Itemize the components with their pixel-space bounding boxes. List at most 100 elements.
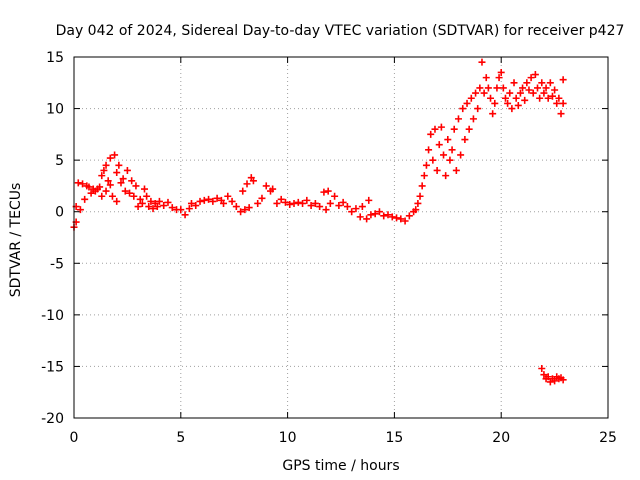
- data-point: [290, 199, 298, 207]
- data-point: [442, 172, 450, 180]
- data-point: [401, 217, 409, 225]
- data-point: [416, 192, 424, 200]
- data-point: [487, 94, 495, 102]
- data-point: [134, 203, 142, 211]
- data-point: [213, 194, 221, 202]
- data-point: [538, 364, 546, 372]
- data-point: [544, 94, 552, 102]
- data-point: [482, 74, 490, 82]
- data-point: [504, 99, 512, 107]
- data-point: [209, 197, 217, 205]
- data-point: [132, 182, 140, 190]
- data-point: [115, 161, 123, 169]
- data-point: [557, 110, 565, 118]
- data-point: [102, 161, 110, 169]
- data-point: [123, 166, 131, 174]
- data-point: [397, 215, 405, 223]
- data-point: [119, 175, 127, 183]
- grid: [73, 56, 609, 419]
- data-point: [559, 99, 567, 107]
- data-point: [104, 177, 112, 185]
- data-point: [160, 202, 168, 210]
- data-point: [510, 79, 518, 87]
- data-point: [281, 198, 289, 206]
- y-tick-label: -20: [41, 411, 64, 427]
- data-point: [196, 197, 204, 205]
- data-point: [299, 199, 307, 207]
- data-point: [339, 198, 347, 206]
- data-point: [412, 206, 420, 214]
- data-point: [224, 192, 232, 200]
- data-point: [100, 166, 108, 174]
- data-point: [352, 205, 360, 213]
- data-point: [262, 182, 270, 190]
- data-point: [87, 189, 95, 197]
- data-point: [448, 146, 456, 154]
- data-point: [168, 204, 176, 212]
- chart-title: Day 042 of 2024, Sidereal Day-to-day VTE…: [56, 23, 625, 39]
- y-tick-label: 5: [55, 153, 64, 169]
- data-point: [153, 203, 161, 211]
- data-point: [542, 84, 550, 92]
- data-point: [405, 212, 413, 220]
- data-point: [420, 172, 428, 180]
- data-point: [258, 194, 266, 202]
- data-point: [380, 212, 388, 220]
- data-point: [555, 94, 563, 102]
- data-point: [85, 183, 93, 191]
- data-point: [472, 89, 480, 97]
- x-tick-label: 0: [70, 430, 79, 446]
- data-point: [237, 208, 245, 216]
- data-point: [149, 205, 157, 213]
- data-point: [559, 376, 567, 384]
- data-point: [155, 197, 163, 205]
- data-point: [508, 105, 516, 113]
- data-point: [117, 179, 125, 187]
- data-point: [113, 169, 121, 177]
- y-tick-label: 10: [46, 102, 64, 118]
- data-point: [113, 197, 121, 205]
- data-point: [365, 196, 373, 204]
- data-point: [320, 188, 328, 196]
- data-point: [79, 180, 87, 188]
- data-point: [324, 187, 332, 195]
- data-point: [393, 214, 401, 222]
- data-point: [177, 206, 185, 214]
- data-point: [335, 202, 343, 210]
- data-point: [164, 198, 172, 206]
- data-point: [200, 196, 208, 204]
- data-point: [544, 373, 552, 381]
- data-point: [322, 206, 330, 214]
- data-point: [384, 211, 392, 219]
- data-point: [527, 74, 535, 82]
- data-point: [130, 192, 138, 200]
- data-point: [534, 84, 542, 92]
- data-point: [136, 195, 144, 203]
- data-point: [418, 182, 426, 190]
- data-point: [491, 99, 499, 107]
- data-point: [185, 205, 193, 213]
- data-point: [431, 125, 439, 133]
- data-point: [463, 99, 471, 107]
- data-point: [474, 105, 482, 113]
- data-point: [427, 130, 435, 138]
- data-point: [459, 105, 467, 113]
- data-point: [81, 195, 89, 203]
- data-point: [499, 84, 507, 92]
- x-tick-label: 25: [599, 430, 617, 446]
- data-point: [145, 203, 153, 211]
- data-point: [433, 166, 441, 174]
- data-point: [232, 203, 240, 211]
- data-point: [241, 206, 249, 214]
- x-axis-label: GPS time / hours: [282, 458, 399, 474]
- y-tick-label: -15: [41, 359, 64, 375]
- data-point: [358, 203, 366, 211]
- data-point: [469, 115, 477, 123]
- data-point: [269, 185, 277, 193]
- data-point: [243, 180, 251, 188]
- data-point: [126, 189, 134, 197]
- data-point: [128, 177, 136, 185]
- data-point: [478, 58, 486, 66]
- data-point: [489, 110, 497, 118]
- data-point: [422, 161, 430, 169]
